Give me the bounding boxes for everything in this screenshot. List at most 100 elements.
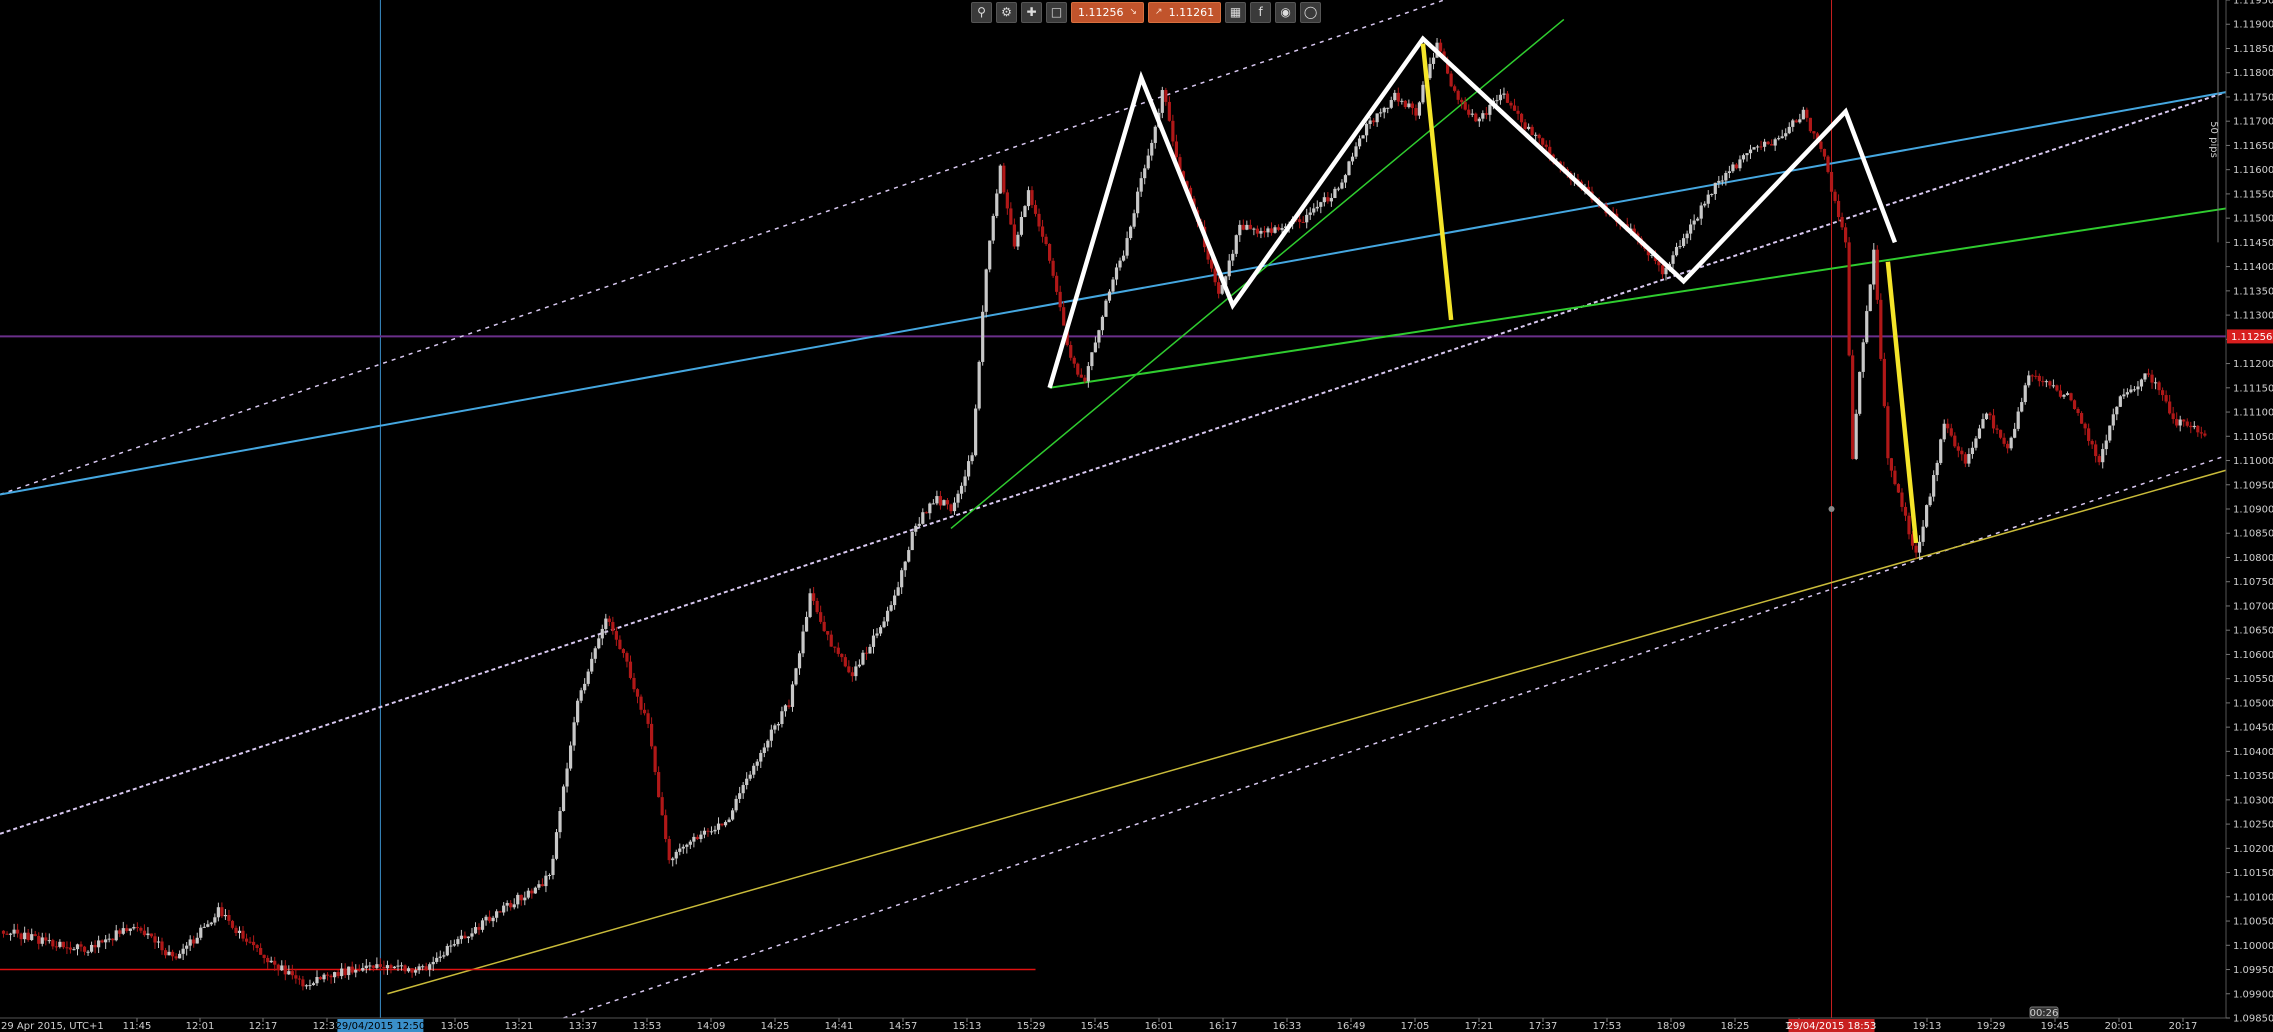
price-tick-label: 1.11350	[2233, 286, 2273, 297]
candle-body	[378, 964, 382, 967]
candle-body	[1097, 330, 1101, 343]
candle-body	[1329, 197, 1333, 202]
candle-body	[1889, 458, 1893, 471]
candle-body	[248, 941, 252, 943]
candle-body	[1784, 133, 1788, 137]
candle-body	[2055, 385, 2059, 391]
candle-body	[1674, 246, 1679, 256]
candle-body	[2058, 390, 2063, 397]
candle-body	[1372, 120, 1376, 123]
candle-body	[1245, 224, 1249, 230]
head-shoulders-pattern	[1047, 35, 1898, 389]
candle-body	[2020, 402, 2024, 412]
candle-body	[311, 983, 316, 986]
candle-body	[403, 965, 407, 972]
candle-body	[1012, 224, 1016, 247]
candle-body	[1699, 205, 1703, 219]
ask-price-button[interactable]: ↗ 1.11261	[1148, 2, 1222, 23]
candle-body	[1449, 73, 1453, 87]
time-tick-label: 15:13	[953, 1021, 982, 1032]
candle-body	[2196, 425, 2200, 433]
candle-body	[1981, 419, 1985, 429]
candle-body	[1062, 307, 1066, 326]
candle-body	[463, 935, 467, 939]
candle-body	[942, 500, 946, 506]
grid-icon[interactable]: ▦	[1225, 2, 1247, 23]
candle-body	[1963, 454, 1967, 464]
candle-body	[1400, 100, 1404, 102]
candle-body	[586, 671, 590, 684]
candle-body	[1710, 194, 1714, 196]
candle-body	[1181, 171, 1186, 182]
zoom-icon[interactable]: ⚲	[971, 2, 992, 23]
candle-body	[1262, 230, 1267, 233]
candle-body	[759, 752, 763, 762]
candle-body	[1505, 93, 1510, 103]
time-tick-label: 12:01	[186, 1021, 215, 1032]
candle-body	[1273, 227, 1277, 233]
candle-body	[921, 512, 925, 524]
chart-toolbar: ⚲ ⚙ ✚ □ 1.11256 ↘ ↗ 1.11261 ▦ f ◉ ◯	[971, 2, 1322, 23]
channel-bottom-line	[563, 454, 2227, 1019]
candle-body	[2002, 437, 2006, 444]
candle-body	[1910, 534, 1915, 546]
candle-body	[1530, 126, 1534, 135]
candle-body	[2136, 386, 2140, 390]
candle-body	[1136, 191, 1140, 214]
candle-body	[1762, 141, 1767, 147]
channel-mid-line	[0, 91, 2227, 835]
candle-body	[935, 496, 939, 504]
candle-body	[1114, 267, 1119, 280]
candle-body	[149, 933, 154, 937]
candle-body	[1319, 202, 1323, 207]
camera-icon[interactable]: ◉	[1275, 2, 1297, 23]
candle-body	[1375, 113, 1379, 123]
candle-body	[396, 965, 400, 967]
bid-price-button[interactable]: 1.11256 ↘	[1071, 2, 1145, 23]
candle-body	[2146, 373, 2151, 375]
candle-body	[1903, 506, 1908, 516]
settings-icon[interactable]: ⚙	[996, 2, 1017, 23]
candle-body	[2062, 394, 2066, 397]
candle-body	[2090, 440, 2094, 445]
candle-body	[1460, 99, 1464, 103]
candle-body	[2094, 444, 2098, 457]
candle-body	[1854, 413, 1858, 459]
candle-body	[875, 633, 879, 636]
candle-body	[389, 965, 393, 969]
crosshair-icon[interactable]: ✚	[1021, 2, 1042, 23]
candle-body	[163, 950, 168, 956]
candle-body	[2006, 443, 2010, 449]
yellow-trend-line	[387, 469, 2227, 995]
candle-body	[949, 504, 953, 512]
save-icon[interactable]: □	[1046, 2, 1067, 23]
candle-body	[480, 920, 485, 930]
time-tick-label: 11:45	[123, 1021, 152, 1032]
price-tick-label: 1.11650	[2233, 141, 2273, 152]
candle-body	[2030, 375, 2034, 377]
candle-body	[783, 705, 788, 712]
candle-body	[519, 894, 523, 901]
candle-body	[1093, 342, 1097, 353]
candle-body	[998, 165, 1002, 194]
candle-body	[1960, 450, 1964, 455]
candle-body	[674, 851, 678, 859]
measure-line-0	[1420, 43, 1454, 321]
candle-body	[671, 858, 675, 861]
candle-body	[283, 965, 287, 975]
candles-layer	[1, 38, 2207, 991]
candle-body	[1548, 146, 1552, 155]
candle-body	[628, 661, 633, 678]
candle-body	[1488, 104, 1492, 115]
clear-icon[interactable]: ◯	[1300, 2, 1322, 23]
candle-body	[917, 523, 921, 526]
candle-body	[1188, 187, 1193, 199]
candle-body	[1851, 355, 1855, 459]
candle-body	[167, 951, 171, 956]
facebook-icon[interactable]: f	[1250, 2, 1272, 23]
candle-body	[1942, 423, 1946, 440]
candle-body	[773, 725, 777, 730]
candle-body	[244, 938, 249, 942]
